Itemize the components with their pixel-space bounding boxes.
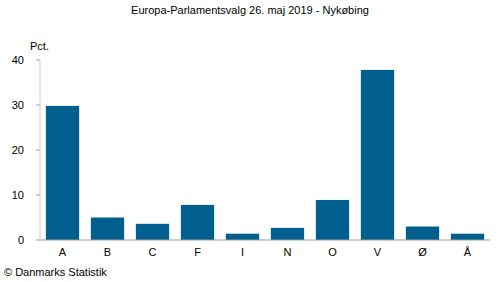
- y-tick: [36, 150, 40, 151]
- x-tick-label: F: [194, 246, 201, 258]
- bar: [226, 234, 259, 240]
- x-tick-label: V: [374, 246, 382, 258]
- background: [0, 0, 500, 282]
- y-tick: [36, 240, 40, 241]
- bars: [46, 70, 484, 240]
- bar: [91, 218, 124, 241]
- title: Europa-Parlamentsvalg 26. maj 2019 - Nyk…: [131, 4, 369, 16]
- bar: [451, 234, 484, 240]
- x-tick-label: Å: [464, 246, 472, 258]
- y-tick-label: 30: [12, 99, 24, 111]
- source: © Danmarks Statistik: [4, 266, 107, 278]
- bar: [316, 200, 349, 240]
- x-tick-label: B: [104, 246, 111, 258]
- y-tick-label: 40: [12, 54, 24, 66]
- x-tick-label: O: [328, 246, 337, 258]
- y-tick: [36, 105, 40, 106]
- y-tick-label: 20: [12, 144, 24, 156]
- bar: [271, 228, 304, 240]
- x-tick-label: I: [241, 246, 244, 258]
- y-axis-line: [40, 60, 41, 240]
- x-tick-label: C: [149, 246, 157, 258]
- y-tick-label: 10: [12, 189, 24, 201]
- bar: [136, 224, 169, 240]
- bar: [46, 106, 79, 240]
- bar: [181, 205, 214, 240]
- x-tick-label: Ø: [418, 246, 427, 258]
- x-tick-label: A: [59, 246, 67, 258]
- bar: [406, 227, 439, 241]
- x-axis-line: [40, 240, 490, 241]
- chart: Europa-Parlamentsvalg 26. maj 2019 - Nyk…: [0, 0, 500, 282]
- y-axis-label: Pct.: [30, 40, 49, 52]
- y-tick: [36, 195, 40, 196]
- y-tick: [36, 60, 40, 61]
- x-tick-label: N: [284, 246, 292, 258]
- y-tick-label: 0: [18, 234, 24, 246]
- bar: [361, 70, 394, 240]
